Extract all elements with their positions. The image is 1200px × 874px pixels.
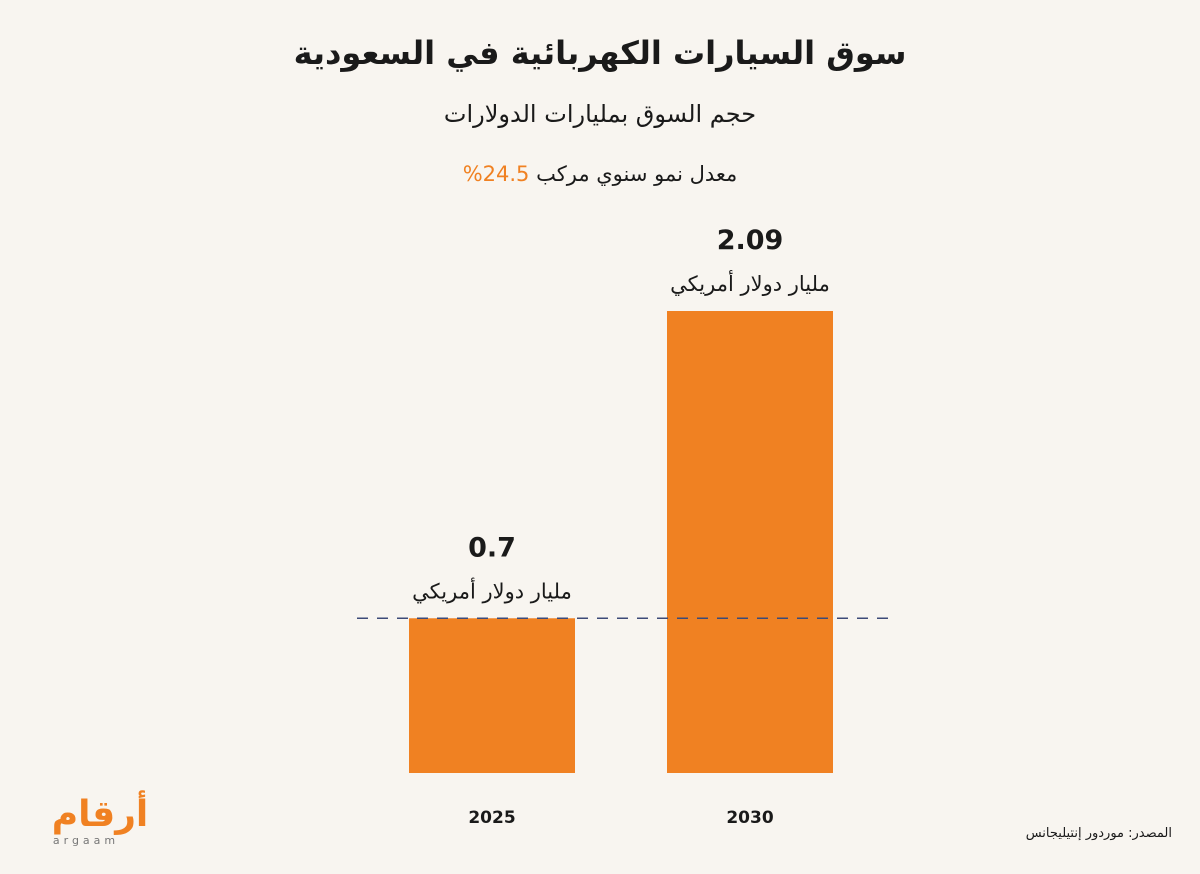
value-label-2025: 0.7 — [468, 532, 516, 563]
x-tick-2030: 2030 — [726, 808, 773, 828]
chart-title: سوق السيارات الكهربائية في السعودية — [293, 34, 907, 72]
cagr-value: 24.5% — [462, 162, 530, 186]
logo-arabic-text: أرقام — [52, 790, 149, 835]
source-note: المصدر: موردور إنتيليجانس — [1025, 826, 1172, 841]
cagr-line: معدل نمو سنوي مركب 24.5% — [0, 162, 1200, 186]
chart-subtitle: حجم السوق بمليارات الدولارات — [443, 100, 757, 128]
unit-label-2025: مليار دولار أمريكي — [412, 577, 572, 603]
argaam-logo: أرقام argaam — [52, 790, 149, 847]
unit-label-2030: مليار دولار أمريكي — [670, 270, 830, 296]
logo-latin-text: argaam — [53, 834, 119, 847]
x-tick-2025: 2025 — [468, 808, 515, 828]
cagr-label: معدل نمو سنوي مركب — [536, 162, 738, 186]
bar-2030 — [667, 311, 833, 773]
value-label-2030: 2.09 — [717, 225, 784, 256]
bar-2025 — [409, 618, 575, 773]
